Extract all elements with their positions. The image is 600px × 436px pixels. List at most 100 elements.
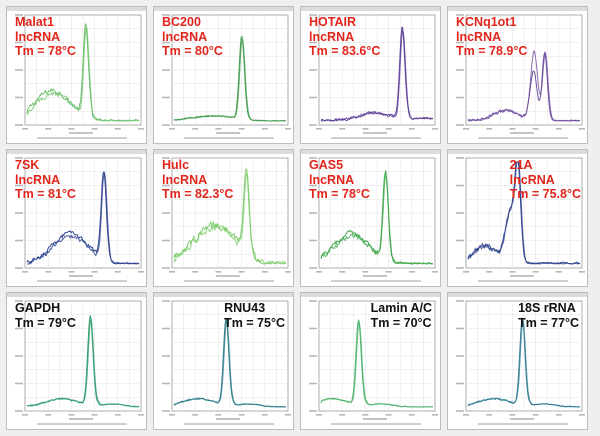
plot-footer-mark (37, 423, 127, 425)
x-tick-mark (316, 271, 322, 273)
melt-curve-panel: GAS5 lncRNA Tm = 78°C (300, 149, 441, 287)
y-tick-mark (456, 410, 464, 412)
curve-label: HOTAIR lncRNA Tm = 83.6°C (309, 15, 380, 59)
x-tick-mark (463, 271, 469, 273)
melt-curve-series (27, 171, 140, 265)
y-tick-mark (15, 184, 23, 187)
x-tick-mark (169, 128, 175, 130)
x-tick-mark (91, 128, 98, 130)
curve-label-line: Tm = 78°C (15, 44, 76, 58)
y-tick-mark (162, 157, 170, 159)
y-tick-mark (162, 300, 170, 302)
y-tick-mark (15, 327, 23, 330)
melt-curve-series (26, 318, 140, 408)
x-tick-mark (339, 414, 346, 416)
curve-label-line: RNU43 (224, 301, 266, 315)
x-tick-mark (486, 128, 493, 130)
x-tick-mark (463, 128, 469, 130)
y-tick-mark (162, 382, 170, 385)
x-tick-mark (192, 414, 199, 416)
plot-footer-mark (478, 423, 568, 425)
y-tick-mark (15, 355, 23, 357)
melt-curve-plot (7, 150, 146, 282)
y-tick-mark (15, 267, 23, 269)
melt-curve-series (467, 50, 581, 122)
x-tick-mark (385, 128, 392, 130)
plot-footer-mark (331, 137, 421, 139)
y-tick-mark (309, 355, 317, 357)
x-tick-mark (215, 271, 222, 273)
x-tick-mark (362, 271, 369, 273)
melt-curve-panel: 18S rRNA Tm = 77°C (447, 292, 588, 430)
curve-label-line: lncRNA (15, 29, 61, 44)
y-tick-mark (456, 382, 464, 385)
x-axis-caption-mark (216, 132, 240, 134)
melt-curve-plot (301, 150, 440, 282)
curve-label-line: Malat1 (15, 15, 54, 29)
curve-label-line: Tm = 75.8°C (509, 187, 581, 201)
melt-curve-plot (154, 293, 293, 425)
x-tick-mark (579, 271, 585, 273)
y-tick-mark (309, 382, 317, 385)
plot-title-strip (448, 293, 587, 297)
curve-label-line: Tm = 83.6°C (309, 44, 381, 58)
x-tick-mark (408, 271, 415, 273)
curve-label-line: lncRNA (162, 29, 208, 44)
melt-curve-plot (301, 7, 440, 139)
x-axis-caption-mark (363, 275, 387, 277)
plot-footer-mark (478, 137, 568, 139)
plot-title-strip (301, 150, 440, 154)
y-tick-mark (162, 14, 170, 16)
x-axis-caption-mark (363, 132, 387, 134)
curve-label-line: Tm = 79°C (15, 315, 76, 330)
x-tick-mark (532, 271, 539, 273)
curve-label: Lamin A/C Tm = 70°C (371, 301, 432, 330)
melt-curve-series (173, 319, 287, 408)
melt-curve-series (173, 171, 287, 265)
x-tick-mark (385, 271, 392, 273)
y-tick-mark (456, 327, 464, 330)
y-tick-mark (309, 124, 317, 126)
x-tick-mark (532, 414, 539, 416)
y-tick-mark (162, 69, 170, 71)
x-tick-mark (285, 271, 291, 273)
y-tick-mark (456, 267, 464, 269)
curve-label: Hulc lncRNA Tm = 82.3°C (162, 158, 233, 202)
curve-label-line: Tm = 78.9°C (456, 44, 528, 58)
melt-curve-series (26, 27, 140, 122)
y-tick-mark (15, 14, 23, 16)
melt-curve-plot (7, 7, 146, 139)
x-tick-mark (509, 271, 516, 273)
melt-curve-panel: Lamin A/C Tm = 70°C (300, 292, 441, 430)
melt-curve-series (467, 318, 581, 408)
melt-curve-panel: RNU43 Tm = 75°C (153, 292, 294, 430)
x-tick-mark (138, 128, 144, 130)
curve-label-line: lncRNA (456, 29, 502, 44)
y-tick-mark (309, 212, 317, 214)
x-tick-mark (555, 414, 562, 416)
y-tick-mark (456, 124, 464, 126)
melt-curve-panel: KCNq1ot1 lncRNA Tm = 78.9°C (447, 6, 588, 144)
x-tick-mark (316, 414, 322, 416)
y-tick-mark (162, 212, 170, 214)
y-tick-mark (456, 157, 464, 159)
y-tick-mark (162, 267, 170, 269)
x-tick-mark (68, 128, 75, 130)
y-tick-mark (456, 69, 464, 71)
curve-label-line: lncRNA (309, 29, 355, 44)
plot-title-strip (301, 293, 440, 297)
x-axis-caption-mark (510, 275, 534, 277)
curve-label-line: Lamin A/C (370, 301, 432, 315)
x-tick-mark (408, 128, 415, 130)
y-tick-mark (456, 212, 464, 214)
plot-title-strip (448, 7, 587, 11)
x-tick-mark (285, 414, 291, 416)
curve-label-line: lncRNA (15, 172, 61, 187)
plot-title-strip (154, 7, 293, 11)
x-tick-mark (261, 128, 268, 130)
plot-title-strip (448, 150, 587, 154)
curve-label-line: Tm = 80°C (162, 44, 223, 58)
y-tick-mark (15, 300, 23, 302)
y-tick-mark (309, 96, 317, 99)
melt-curve-panel: Hulc lncRNA Tm = 82.3°C (153, 149, 294, 287)
